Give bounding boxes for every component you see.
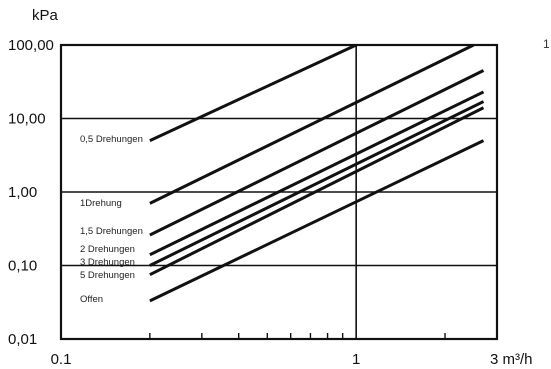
plot-frame [59, 43, 499, 341]
y-tick-label-3: 10,00 [8, 111, 46, 128]
series-layer [149, 45, 485, 303]
y-tick-label-1: 0,10 [8, 258, 37, 275]
y-tick-label-2: 1,00 [8, 184, 37, 201]
series-label-2: 1,5 Drehungen [80, 226, 143, 237]
y-tick-labels: 0,01 0,10 1,00 10,00 100,00 [8, 37, 54, 348]
series-labels: 0,5 Drehungen 1Drehung 1,5 Drehungen 2 Dreh… [80, 134, 143, 305]
series-label-5: 5 Drehungen [80, 270, 135, 281]
series-line-0 [149, 45, 357, 142]
series-label-4: 3 Drehungen [80, 257, 135, 268]
series-line-2 [149, 69, 485, 237]
x-tick-label-1: 1 [352, 351, 360, 368]
x-tick-labels: 0.1 1 [51, 351, 361, 368]
y-tick-label-4: 100,00 [8, 37, 54, 54]
y-axis-unit-label: kPa [32, 7, 59, 24]
series-line-5 [149, 106, 485, 277]
series-line-3 [149, 90, 485, 257]
x-tick-label-0: 0.1 [51, 351, 72, 368]
series-line-1 [149, 45, 475, 205]
series-line-6 [149, 139, 485, 303]
y-tick-label-0: 0,01 [8, 331, 37, 348]
x-minor-ticks [149, 333, 446, 339]
series-label-6: Offen [80, 294, 103, 305]
stray-text: 1 [543, 37, 550, 51]
x-axis-unit-label: 3 m³/h [490, 351, 533, 368]
series-label-1: 1Drehung [80, 198, 122, 209]
series-label-3: 2 Drehungen [80, 244, 135, 255]
series-label-0: 0,5 Drehungen [80, 134, 143, 145]
grid-layer [61, 45, 497, 339]
series-line-4 [149, 100, 485, 267]
